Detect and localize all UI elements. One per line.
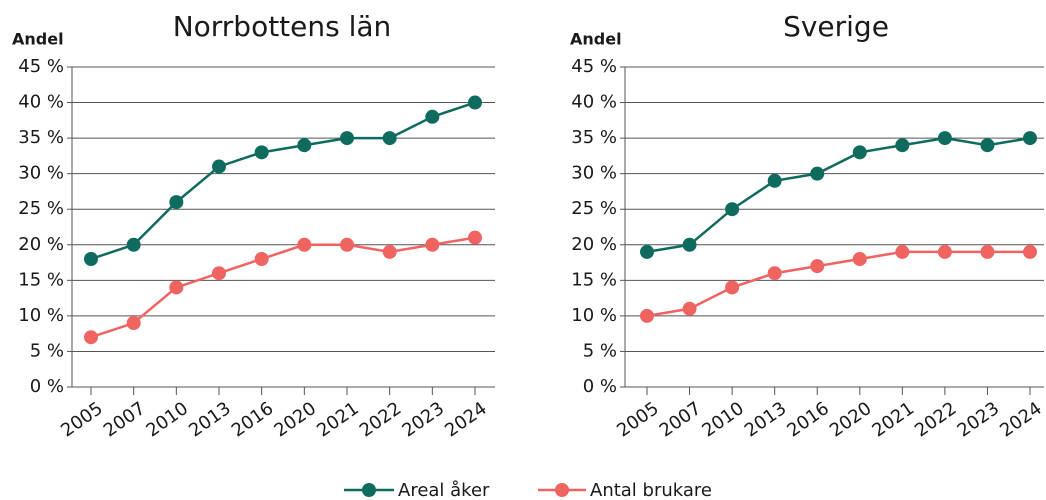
- x-tick-label: 2007: [656, 398, 706, 441]
- y-tick-label: 25 %: [571, 198, 617, 219]
- point: [980, 138, 995, 153]
- x-tick-label: 2023: [954, 398, 1004, 441]
- point: [468, 230, 482, 245]
- y-tick-label: 45 %: [18, 56, 64, 77]
- point: [640, 308, 654, 323]
- point: [895, 138, 910, 153]
- x-tick-label: 2016: [783, 398, 833, 441]
- point: [126, 237, 141, 252]
- y-tick-label: 40 %: [571, 92, 617, 113]
- point: [682, 237, 697, 252]
- x-tick-label: 2022: [911, 398, 961, 441]
- point: [980, 244, 995, 259]
- x-tick-label: 2024: [441, 398, 491, 441]
- x-tick-label: 2022: [356, 398, 406, 441]
- y-tick-label: 35 %: [571, 127, 617, 148]
- point: [1023, 131, 1037, 146]
- point: [126, 316, 141, 330]
- y-tick-label: 10 %: [571, 305, 617, 326]
- x-tick-label: 2024: [996, 398, 1046, 441]
- point: [895, 244, 910, 259]
- x-tick-label: 2020: [826, 398, 876, 441]
- x-tick-label: 2010: [698, 398, 748, 441]
- y-tick-label: 15 %: [571, 269, 617, 290]
- series-line: [90, 101, 476, 261]
- legend-marker: [362, 483, 376, 497]
- legend-label: Areal åker: [398, 480, 490, 500]
- x-tick-label: 2005: [57, 398, 107, 441]
- y-tick-label: 45 %: [571, 56, 617, 77]
- point: [212, 266, 226, 281]
- point: [810, 166, 825, 181]
- point: [468, 95, 482, 110]
- point: [767, 173, 782, 188]
- y-tick-label: 5 %: [583, 340, 617, 361]
- point: [254, 145, 269, 160]
- y-tick-label: 0 %: [30, 376, 64, 397]
- point: [340, 237, 354, 252]
- point: [84, 252, 98, 266]
- point: [212, 159, 226, 174]
- y-tick-label: 10 %: [18, 305, 64, 326]
- point: [1023, 244, 1037, 259]
- point: [640, 244, 654, 259]
- point: [382, 244, 397, 259]
- series-line: [90, 236, 476, 339]
- point: [297, 237, 312, 252]
- x-tick-label: 2013: [185, 398, 235, 441]
- x-tick-label: 2013: [741, 398, 791, 441]
- chart-title: Norrbottens län: [173, 10, 392, 43]
- chart-title: Sverige: [783, 10, 889, 43]
- y-tick-label: 15 %: [18, 269, 64, 290]
- point: [425, 109, 440, 124]
- y-tick-label: 20 %: [571, 234, 617, 255]
- point: [169, 195, 184, 210]
- point: [254, 252, 269, 266]
- point: [382, 131, 397, 146]
- point: [297, 138, 312, 153]
- point: [340, 131, 354, 146]
- legend-marker: [555, 483, 569, 497]
- point: [169, 280, 184, 295]
- x-tick-label: 2005: [613, 398, 663, 441]
- y-tick-label: 5 %: [30, 340, 64, 361]
- y-tick-label: 0 %: [583, 376, 617, 397]
- legend: Areal åker Antal brukare: [344, 480, 712, 500]
- x-tick-label: 2016: [228, 398, 278, 441]
- point: [84, 330, 98, 345]
- y-tick-label: 40 %: [18, 92, 64, 113]
- x-tick-label: 2021: [868, 398, 918, 441]
- point: [725, 202, 740, 217]
- point: [937, 244, 952, 259]
- y-tick-label: 20 %: [18, 234, 64, 255]
- point: [852, 145, 867, 160]
- series-line: Antal brukare: [646, 250, 1030, 318]
- point: [767, 266, 782, 281]
- y-axis-label: Andel: [12, 30, 64, 49]
- point: [425, 237, 440, 252]
- x-tick-label: 2007: [100, 398, 150, 441]
- y-tick-label: 30 %: [18, 163, 64, 184]
- y-axis-label: Andel: [570, 30, 622, 49]
- point: [852, 252, 867, 266]
- series-line: Areal åker: [646, 136, 1031, 254]
- point: [682, 301, 697, 316]
- x-tick-label: 2023: [398, 398, 448, 441]
- point: [810, 259, 825, 274]
- x-tick-label: 2020: [270, 398, 320, 441]
- y-tick-label: 25 %: [18, 198, 64, 219]
- legend-label: Antal brukare: [590, 480, 712, 500]
- point: [937, 131, 952, 146]
- y-tick-label: 35 %: [18, 127, 64, 148]
- x-tick-label: 2010: [142, 398, 192, 441]
- y-tick-label: 30 %: [571, 163, 617, 184]
- x-tick-label: 2021: [313, 398, 363, 441]
- point: [725, 280, 740, 295]
